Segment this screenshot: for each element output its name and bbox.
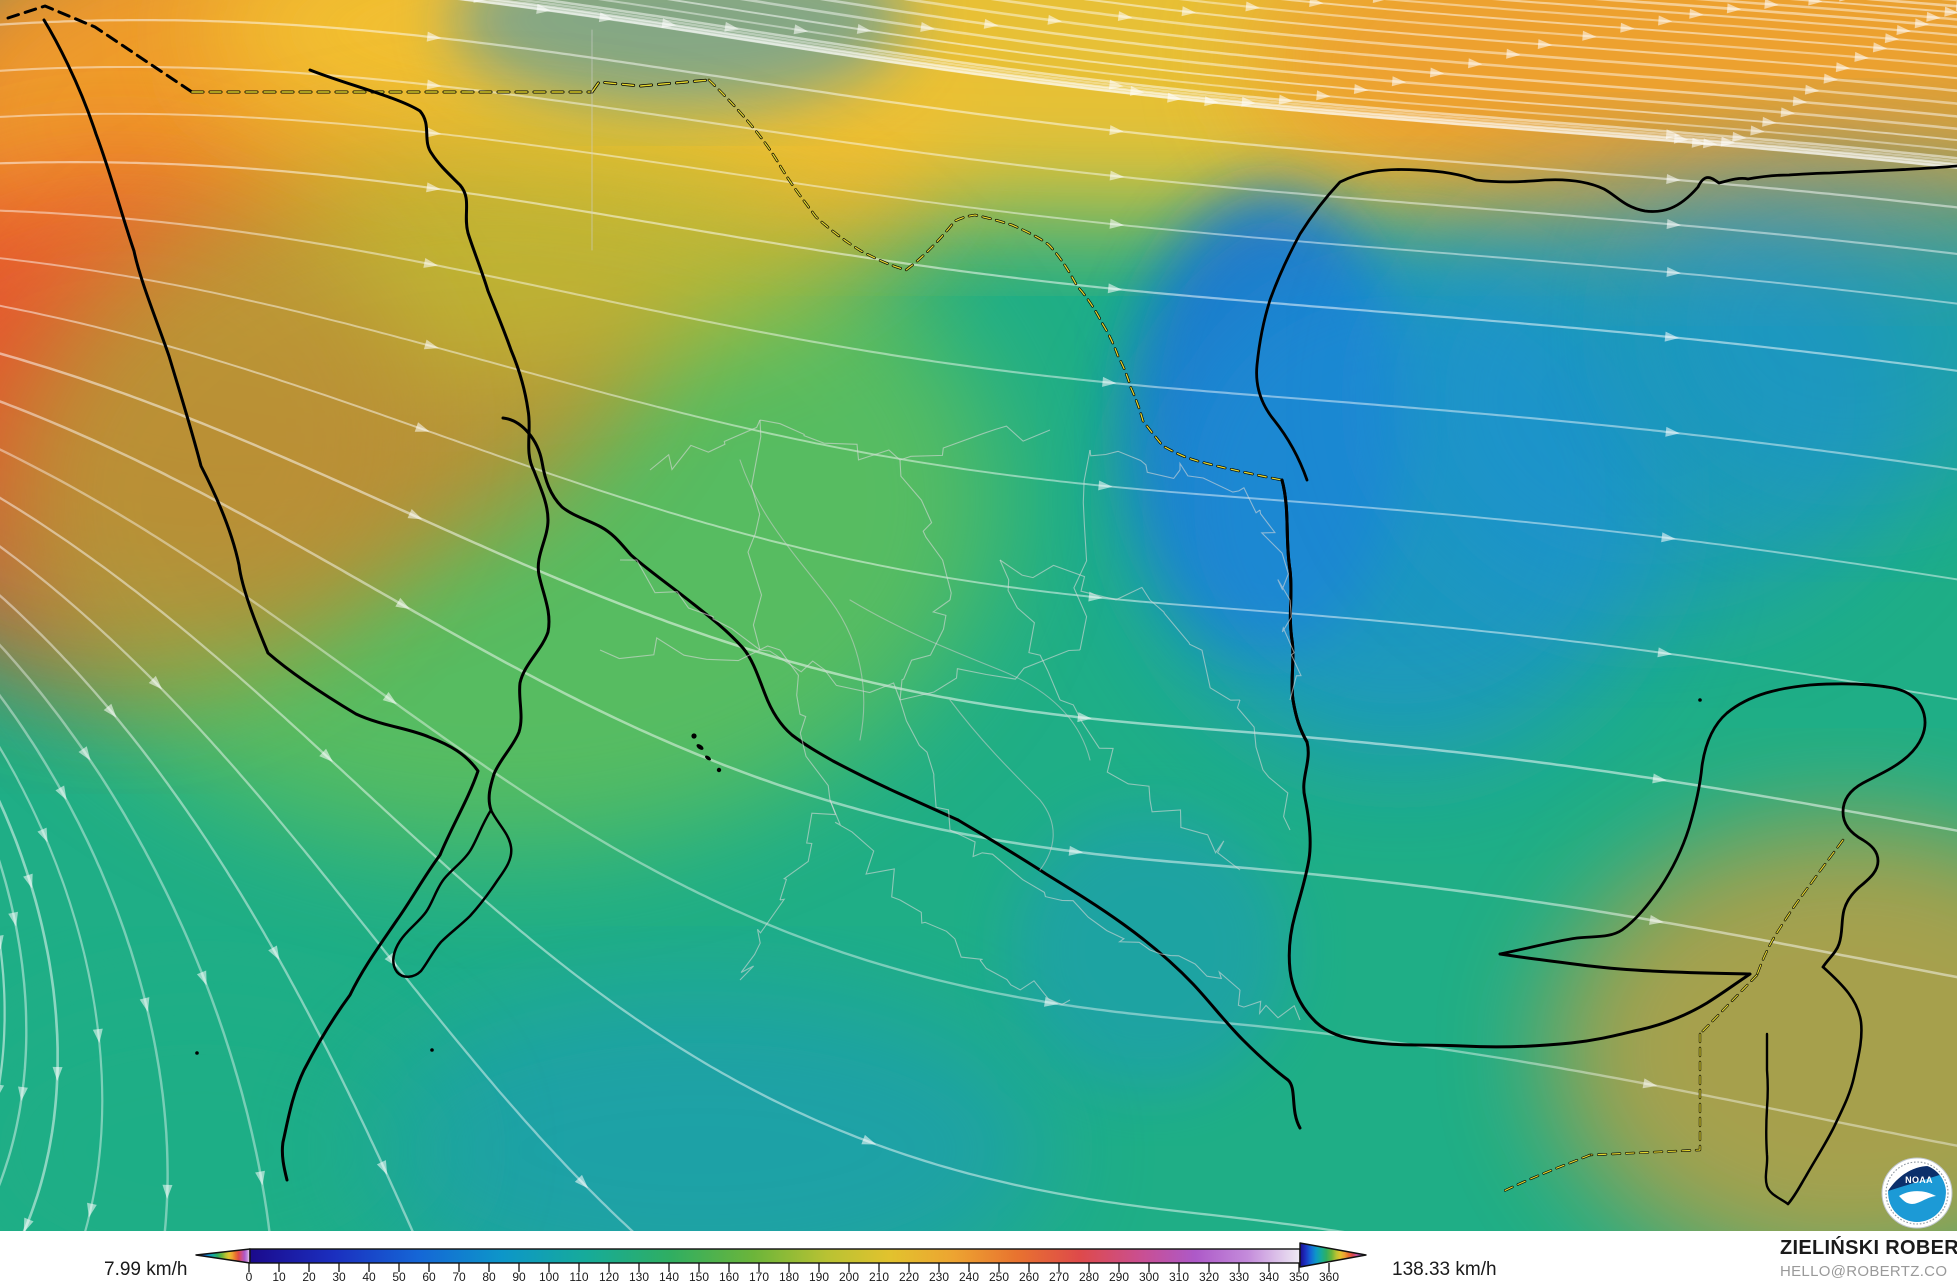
svg-text:260: 260 xyxy=(1019,1270,1039,1284)
svg-text:290: 290 xyxy=(1109,1270,1129,1284)
svg-text:0: 0 xyxy=(246,1270,253,1284)
svg-text:40: 40 xyxy=(362,1270,376,1284)
svg-text:360: 360 xyxy=(1319,1270,1339,1284)
svg-text:ZIELIŃSKI ROBERT: ZIELIŃSKI ROBERT xyxy=(1780,1236,1957,1259)
svg-text:220: 220 xyxy=(899,1270,919,1284)
svg-text:210: 210 xyxy=(869,1270,889,1284)
svg-text:180: 180 xyxy=(779,1270,799,1284)
svg-text:140: 140 xyxy=(659,1270,679,1284)
svg-text:150: 150 xyxy=(689,1270,709,1284)
svg-text:100: 100 xyxy=(539,1270,559,1284)
svg-text:50: 50 xyxy=(392,1270,406,1284)
svg-text:270: 270 xyxy=(1049,1270,1069,1284)
svg-text:30: 30 xyxy=(332,1270,346,1284)
svg-text:HELLO@ROBERTZ.CO: HELLO@ROBERTZ.CO xyxy=(1780,1263,1947,1280)
svg-text:138.33 km/h: 138.33 km/h xyxy=(1392,1259,1497,1280)
svg-text:80: 80 xyxy=(482,1270,496,1284)
svg-text:10: 10 xyxy=(272,1270,286,1284)
svg-text:280: 280 xyxy=(1079,1270,1099,1284)
svg-text:310: 310 xyxy=(1169,1270,1189,1284)
svg-text:320: 320 xyxy=(1199,1270,1219,1284)
svg-text:200: 200 xyxy=(839,1270,859,1284)
svg-text:230: 230 xyxy=(929,1270,949,1284)
svg-text:90: 90 xyxy=(512,1270,526,1284)
svg-text:340: 340 xyxy=(1259,1270,1279,1284)
svg-text:130: 130 xyxy=(629,1270,649,1284)
svg-text:330: 330 xyxy=(1229,1270,1249,1284)
svg-text:60: 60 xyxy=(422,1270,436,1284)
svg-text:7.99 km/h: 7.99 km/h xyxy=(104,1259,187,1280)
svg-text:240: 240 xyxy=(959,1270,979,1284)
svg-text:300: 300 xyxy=(1139,1270,1159,1284)
svg-text:190: 190 xyxy=(809,1270,829,1284)
svg-text:NOAA: NOAA xyxy=(1905,1175,1933,1185)
svg-text:350: 350 xyxy=(1289,1270,1309,1284)
svg-text:70: 70 xyxy=(452,1270,466,1284)
svg-text:20: 20 xyxy=(302,1270,316,1284)
svg-text:160: 160 xyxy=(719,1270,739,1284)
svg-text:170: 170 xyxy=(749,1270,769,1284)
svg-text:110: 110 xyxy=(569,1270,588,1284)
svg-text:250: 250 xyxy=(989,1270,1009,1284)
svg-text:120: 120 xyxy=(599,1270,619,1284)
